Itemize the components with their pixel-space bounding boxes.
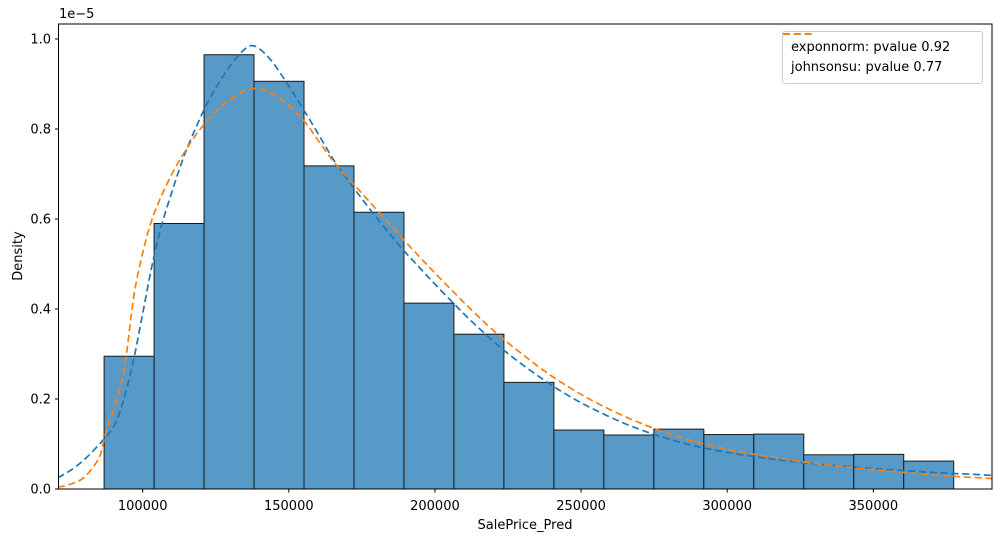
legend-label-exponnorm: exponnorm: pvalue 0.92 [791,40,951,55]
histogram-bar [353,211,405,490]
histogram-bars [103,54,955,490]
histogram-bar [453,333,505,490]
histogram-bar [503,381,555,490]
exponnorm-curve [58,44,992,479]
x-tick-label: 200000 [410,499,460,514]
fit-curves [58,44,992,488]
x-axis-label: SalePrice_Pred [478,518,573,533]
johnsonsu-curve [58,87,992,488]
histogram-bar [603,434,655,490]
histogram-bar [703,434,755,490]
x-tick-label: 250000 [556,499,606,514]
y-tick-label: 0.0 [30,483,51,498]
x-tick-label: 100000 [118,499,168,514]
johnsonsu-line-icon [783,33,813,35]
histogram-bar [103,355,155,490]
y-tick-label: 0.6 [30,212,51,227]
legend-entry-exponnorm: exponnorm: pvalue 0.92 [783,33,974,58]
histogram-bar [803,454,855,490]
y-tick-label: 0.8 [30,122,51,137]
histogram-bar [853,453,905,490]
legend-entry-johnsonsu: johnsonsu: pvalue 0.77 [783,33,974,78]
y-tick-label: 0.2 [30,392,51,407]
x-tick-label: 350000 [849,499,899,514]
legend: exponnorm: pvalue 0.92 johnsonsu: pvalue… [782,31,983,84]
x-tick-label: 150000 [264,499,314,514]
x-tick-label: 300000 [702,499,752,514]
legend-label-johnsonsu: johnsonsu: pvalue 0.77 [791,60,943,75]
axis-ticks: 100000 150000 200000 250000 300000 350000 0.0 0… [30,32,898,514]
histogram-bar [153,222,205,490]
axes-spines [58,23,993,490]
histogram-bar [203,54,255,490]
histogram-bar [553,429,605,490]
y-tick-label: 0.4 [30,302,51,317]
y-tick-label: 1.0 [30,32,51,47]
histogram-bar [653,428,705,490]
histogram-bar [253,80,305,490]
y-axis-label: Density [11,231,26,281]
histogram-bar [403,302,455,490]
histogram-bar [303,165,355,490]
y-axis-offset-text: 1e−5 [59,7,94,22]
